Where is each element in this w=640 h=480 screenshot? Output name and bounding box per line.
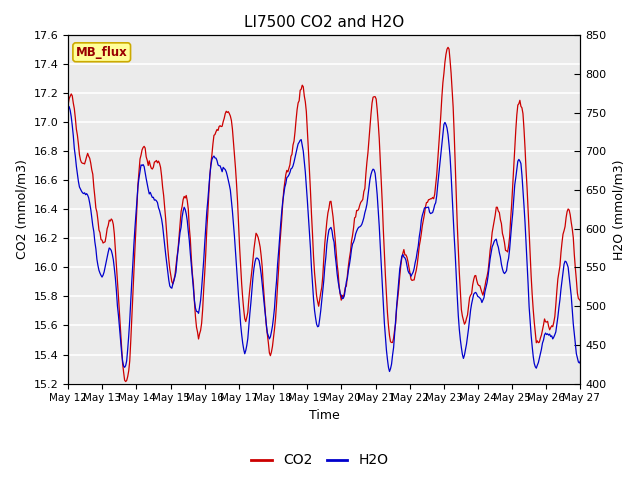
Title: LI7500 CO2 and H2O: LI7500 CO2 and H2O [244, 15, 404, 30]
X-axis label: Time: Time [309, 409, 340, 422]
Y-axis label: H2O (mmol/m3): H2O (mmol/m3) [612, 159, 625, 260]
Text: MB_flux: MB_flux [76, 46, 127, 59]
Legend: CO2, H2O: CO2, H2O [246, 448, 394, 473]
Y-axis label: CO2 (mmol/m3): CO2 (mmol/m3) [15, 159, 28, 259]
